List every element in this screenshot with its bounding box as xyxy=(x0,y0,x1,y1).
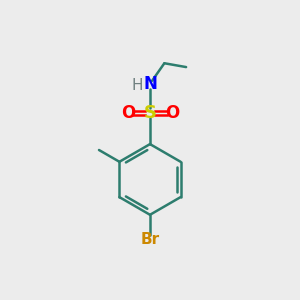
Text: Br: Br xyxy=(140,232,160,247)
Text: N: N xyxy=(143,75,157,93)
Text: S: S xyxy=(143,104,157,122)
Text: H: H xyxy=(132,78,143,93)
Text: O: O xyxy=(165,104,179,122)
Text: O: O xyxy=(121,104,135,122)
